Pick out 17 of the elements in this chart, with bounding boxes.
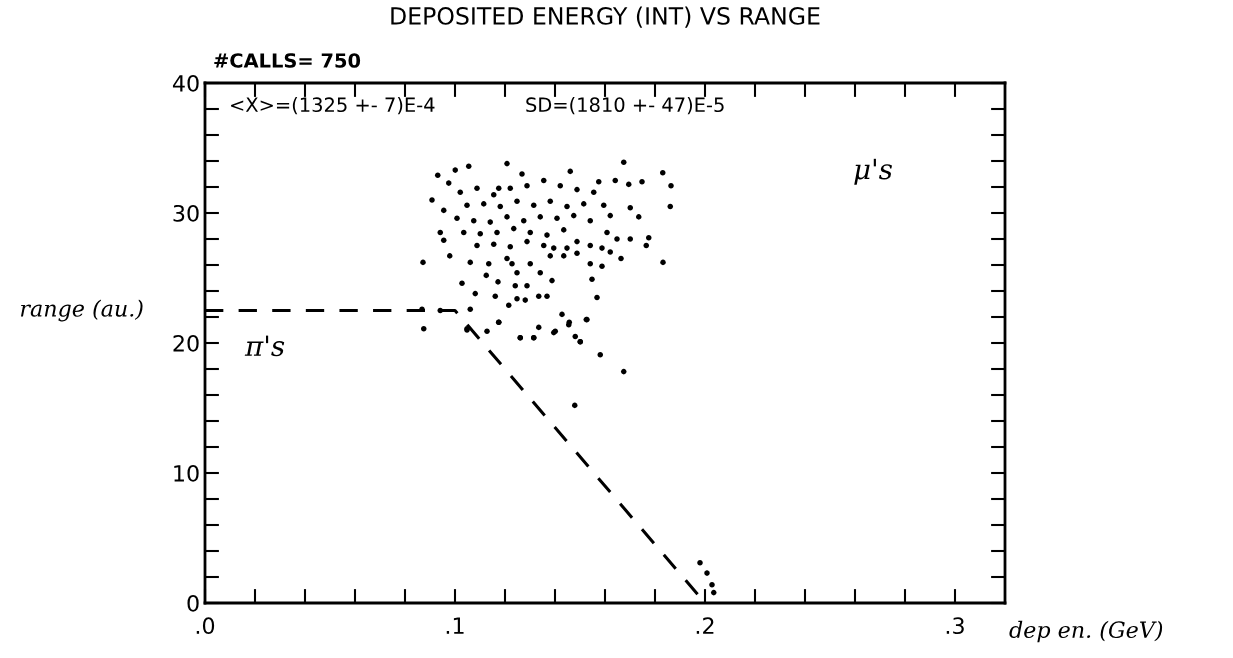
x-tick-label: .0 bbox=[196, 617, 215, 635]
y-tick-label: 40 bbox=[172, 74, 199, 92]
x-tick-label: .3 bbox=[946, 617, 964, 635]
x-tick-label: .2 bbox=[696, 617, 714, 634]
annotation: π's bbox=[244, 335, 285, 357]
y-tick-label: 0 bbox=[187, 594, 199, 612]
annotation: μ's bbox=[854, 158, 892, 185]
x-axis-title: dep en. (GeV) bbox=[1009, 620, 1163, 643]
annotation: <X>=(1325 +- 7)E-4 bbox=[231, 97, 435, 115]
chart-title: DEPOSITED ENERGY (INT) VS RANGE bbox=[391, 6, 820, 28]
y-tick-label: 30 bbox=[173, 204, 199, 222]
annotation: SD=(1810 +- 47)E-5 bbox=[526, 97, 724, 115]
y-axis-title: range (au.) bbox=[20, 299, 143, 322]
y-tick-label: 20 bbox=[173, 334, 199, 352]
x-tick-label: .1 bbox=[446, 617, 464, 634]
y-tick-label: 10 bbox=[174, 464, 199, 482]
text: #CALLS= 750 bbox=[214, 53, 361, 68]
